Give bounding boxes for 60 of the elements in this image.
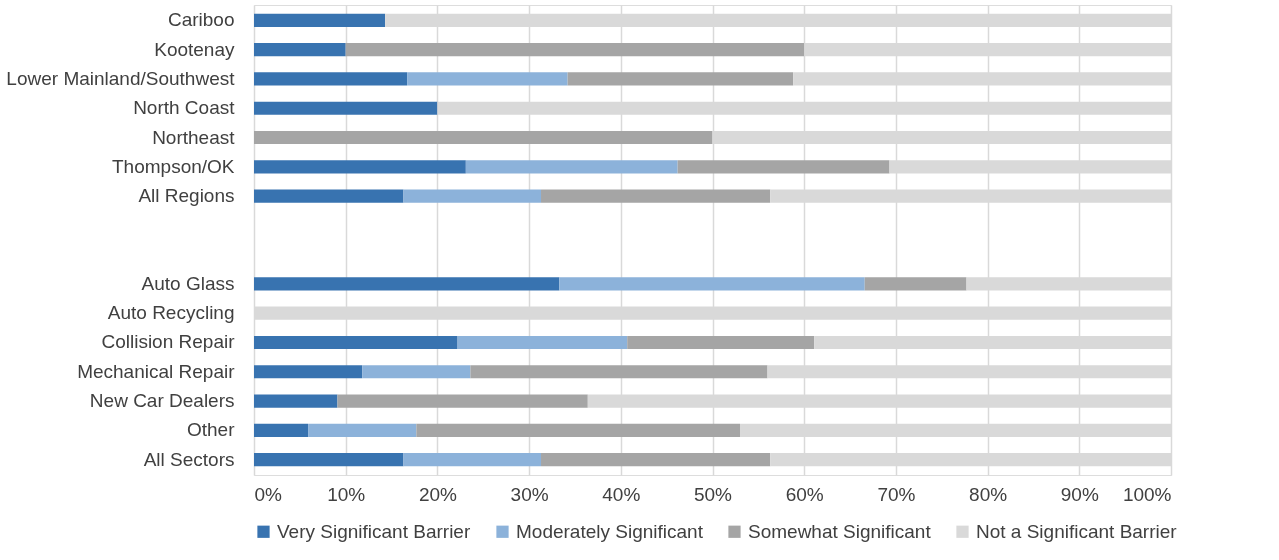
bar [254, 453, 404, 467]
bar [403, 189, 542, 203]
bar [254, 101, 438, 115]
y-tick-label: Mechanical Repair [77, 360, 236, 382]
x-tick-label: 20% [418, 483, 458, 505]
y-tick-label: Other [186, 419, 236, 441]
legend-label: Very Significant Barrier [277, 520, 471, 542]
bar [254, 365, 363, 379]
y-tick-label: Collision Repair [101, 331, 236, 353]
x-tick-label: 10% [327, 483, 366, 505]
x-tick-label: 40% [602, 483, 641, 505]
bar [254, 13, 386, 27]
bar [541, 453, 771, 467]
bar [465, 160, 678, 174]
bar [627, 335, 815, 350]
y-tick-label: Auto Glass [141, 272, 235, 294]
y-tick-label: Auto Recycling [107, 302, 235, 324]
legend-label: Somewhat Significant [748, 520, 932, 542]
x-tick-label: 60% [785, 483, 824, 505]
bar [407, 72, 568, 86]
bar [337, 394, 588, 408]
bar [864, 277, 967, 291]
y-tick-label: Northeast [152, 126, 236, 148]
legend-label: Moderately Significant [516, 520, 704, 542]
x-tick-label: 50% [693, 483, 733, 505]
x-tick-label: 0% [254, 483, 283, 505]
y-tick-label: Cariboo [167, 9, 235, 31]
y-tick-label: Kootenay [154, 38, 235, 60]
x-tick-label: 100% [1122, 483, 1172, 505]
y-tick-label: All Regions [138, 185, 235, 207]
bar [416, 423, 741, 437]
bar [308, 423, 417, 437]
bar [541, 189, 771, 203]
bar [677, 160, 890, 174]
bar [362, 365, 471, 379]
bar [254, 277, 560, 291]
x-tick-label: 30% [510, 483, 549, 505]
y-tick-label: All Sectors [143, 448, 235, 470]
y-tick-label: Lower Mainland/Southwest [6, 67, 236, 89]
bar [457, 335, 628, 350]
bar [470, 365, 768, 379]
bar [254, 130, 713, 145]
y-tick-label: New Car Dealers [89, 390, 235, 412]
y-tick-label: North Coast [133, 97, 236, 119]
x-tick-label: 80% [969, 483, 1008, 505]
bar [345, 43, 805, 57]
x-tick-label: 90% [1060, 483, 1099, 505]
bar [254, 189, 404, 203]
bar [403, 453, 542, 467]
y-tick-label: Thompson/OK [112, 155, 235, 177]
bar [254, 335, 458, 350]
bar [254, 72, 408, 86]
bar [559, 277, 865, 291]
bar [254, 43, 346, 57]
bar [567, 72, 794, 86]
bar [254, 160, 466, 174]
legend-label: Not a Significant Barrier [976, 520, 1178, 542]
bar [254, 423, 309, 437]
x-tick-label: 70% [877, 483, 916, 505]
bar [254, 394, 338, 408]
